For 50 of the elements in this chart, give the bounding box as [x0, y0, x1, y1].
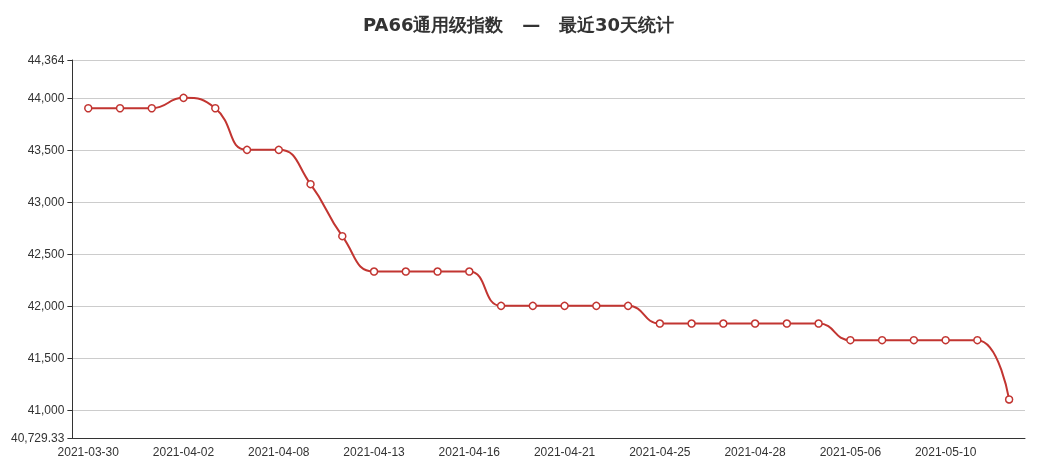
y-tick-label: 44,000 — [27, 90, 65, 105]
x-tick-label: 2021-04-13 — [343, 445, 406, 459]
point — [242, 145, 252, 155]
point — [401, 267, 411, 276]
point — [528, 301, 538, 311]
y-tick-label: 41,500 — [27, 350, 65, 365]
point — [338, 231, 347, 241]
point — [592, 301, 601, 311]
point — [782, 319, 792, 328]
y-tick-label: 44,364 — [27, 53, 65, 67]
x-tick-label: 2021-03-30 — [57, 445, 120, 459]
x-tick-label: 2021-04-02 — [152, 445, 215, 459]
point — [941, 335, 950, 345]
point — [147, 104, 157, 113]
point — [846, 335, 855, 345]
point — [623, 301, 633, 311]
point — [719, 319, 728, 328]
point — [1004, 395, 1014, 404]
y-tick-label: 43,500 — [27, 142, 65, 157]
chart-title: PA66通用级指数 — 最近30天统计 — [362, 13, 675, 35]
x-tick-label: 2021-05-06 — [819, 445, 882, 459]
x-tick-label: 2021-05-10 — [914, 445, 977, 459]
point — [655, 319, 665, 328]
point — [909, 335, 919, 345]
point — [465, 267, 474, 276]
x-tick-label: 2021-04-28 — [724, 445, 787, 459]
x-tick-label: 2021-04-16 — [438, 445, 501, 459]
y-tick-label: 42,000 — [27, 298, 65, 313]
point — [179, 93, 188, 103]
point — [115, 104, 125, 113]
point — [814, 319, 823, 328]
y-tick-label: 40,729.33 — [10, 431, 65, 445]
point — [274, 145, 284, 155]
y-tick-label: 41,000 — [27, 402, 65, 417]
y-tick-label: 43,000 — [27, 194, 65, 209]
x-tick-label: 2021-04-21 — [533, 445, 596, 459]
x-tick-label: 2021-04-08 — [248, 445, 310, 459]
point — [687, 319, 696, 328]
point — [560, 301, 569, 311]
point — [306, 179, 315, 189]
point — [369, 267, 379, 276]
point — [211, 104, 220, 113]
x-tick-label: 2021-04-25 — [629, 445, 691, 459]
point — [973, 335, 982, 345]
y-tick-label: 42,500 — [27, 246, 65, 261]
point — [496, 301, 506, 311]
point — [750, 319, 760, 328]
point — [433, 267, 442, 276]
point — [84, 104, 93, 113]
point — [877, 335, 887, 345]
